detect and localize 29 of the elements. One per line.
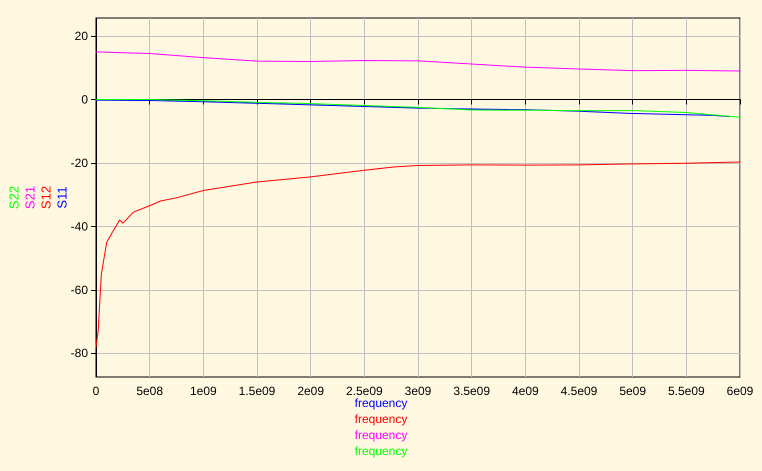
y-tick-label: -60	[70, 282, 88, 297]
text: frequency	[354, 412, 408, 426]
y-tick-label: -20	[70, 156, 88, 170]
x-tick-label: 6e09	[726, 384, 754, 398]
x-tick-label: 3e09	[404, 384, 432, 398]
x-axis-title: frequency	[354, 396, 408, 410]
y-tick-label: 0	[81, 92, 88, 107]
text: S12	[38, 186, 54, 210]
text: S22	[6, 186, 22, 210]
y-tick-label: -40	[70, 219, 88, 234]
x-tick-label: 1e09	[190, 384, 218, 398]
x-tick-label: 4.5e09	[560, 384, 598, 398]
text: S11	[54, 186, 70, 209]
x-tick-label: 0	[92, 384, 100, 398]
x-tick-label: 4e09	[512, 384, 540, 398]
x-tick-label: 5.5e09	[668, 384, 706, 398]
text: frequency	[354, 428, 408, 442]
y-tick-label: 20	[74, 29, 88, 44]
x-tick-label: 2.5e09	[346, 384, 384, 398]
text: frequency	[354, 444, 408, 458]
x-tick-label: 2e09	[297, 384, 324, 398]
line-series	[96, 51, 740, 72]
x-tick-label: 5e08	[136, 384, 164, 398]
x-tick-label: 1.5e09	[238, 384, 276, 398]
x-tick-label: 3.5e09	[453, 384, 490, 398]
text: S21	[22, 186, 38, 210]
line-series	[96, 161, 740, 348]
y-tick-label: -80	[70, 346, 88, 360]
x-tick-label: 5e09	[619, 384, 646, 398]
